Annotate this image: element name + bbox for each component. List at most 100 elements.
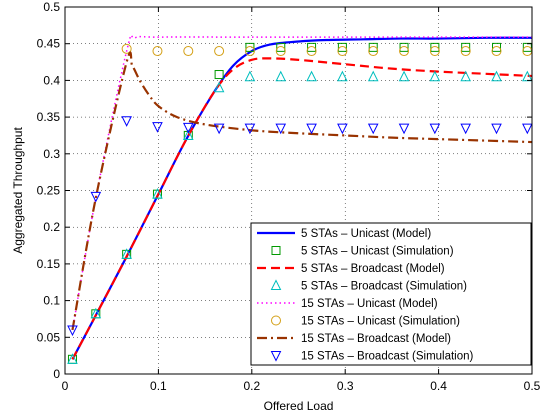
legend-label: 5 STAs – Unicast (Simulation)	[301, 246, 454, 258]
data-point-triangle-down	[429, 123, 441, 135]
data-point-triangle-up	[121, 248, 132, 259]
data-point-triangle-down	[67, 325, 78, 337]
series-line	[71, 34, 532, 331]
x-tick-label: 0.3	[337, 379, 354, 393]
y-tick-label: 0.5	[43, 0, 60, 14]
legend-entry: 15 STAs – Unicast (Model)	[257, 298, 438, 310]
data-point-square	[368, 42, 378, 52]
data-point-circle	[399, 46, 410, 57]
data-point-triangle-up	[270, 279, 282, 290]
legend-label: 15 STAs – Broadcast (Simulation)	[301, 351, 474, 363]
series-3	[71, 57, 533, 360]
y-tick-label: 0.45	[37, 37, 61, 51]
y-tick-label: 0.2	[43, 220, 60, 234]
y-tick-label: 0.3	[43, 147, 60, 161]
data-point-circle	[337, 46, 348, 57]
data-point-triangle-down	[270, 351, 282, 362]
data-point-circle	[460, 46, 471, 57]
legend-entry: 5 STAs – Unicast (Simulation)	[271, 246, 454, 258]
data-point-triangle-up	[275, 70, 287, 82]
series-line	[71, 57, 533, 360]
data-point-triangle-down	[244, 123, 256, 135]
data-point-triangle-down	[152, 122, 163, 133]
data-point-triangle-down	[275, 123, 287, 135]
data-point-circle	[306, 46, 317, 57]
data-point-triangle-down	[121, 116, 132, 127]
data-point-triangle-down	[460, 123, 471, 135]
data-point-circle	[275, 46, 286, 57]
data-point-triangle-up	[182, 129, 194, 140]
data-point-triangle-up	[67, 353, 78, 364]
x-tick-label: 0	[62, 379, 69, 393]
x-tick-label: 0.5	[524, 379, 541, 393]
data-point-circle	[368, 46, 379, 57]
data-point-triangle-up	[429, 70, 441, 82]
x-tick-label: 0.4	[430, 379, 447, 393]
legend: 5 STAs – Unicast (Model) 5 STAs – Unicast…	[250, 222, 532, 366]
data-point-circle	[491, 46, 502, 57]
data-point-square	[337, 42, 347, 52]
legend-entry: 5 STAs – Unicast (Model)	[257, 228, 431, 240]
data-point-circle	[152, 46, 163, 57]
data-point-triangle-up	[491, 70, 502, 82]
data-point-circle	[244, 46, 255, 57]
data-point-triangle-up	[152, 188, 163, 199]
data-point-square	[245, 42, 255, 52]
data-point-square	[461, 42, 471, 52]
data-point-triangle-down	[491, 123, 502, 135]
legend-entry: 5 STAs – Broadcast (Simulation)	[270, 279, 467, 293]
data-point-square	[492, 42, 502, 52]
ticks: 0 0.1 0.2 0.3 0.4 0.5 0 0.05 0.1 0.15 0.2 0.25 0.3 0.…	[37, 0, 541, 393]
y-tick-label: 0.4	[43, 73, 60, 87]
legend-label: 15 STAs – Unicast (Model)	[301, 298, 438, 310]
data-point-triangle-up	[460, 70, 471, 82]
y-tick-label: 0.25	[37, 184, 61, 198]
legend-entry: 5 STAs – Broadcast (Model)	[257, 263, 445, 275]
data-point-triangle-down	[306, 123, 317, 135]
data-point-triangle-down	[398, 123, 410, 135]
y-tick-label: 0.05	[37, 330, 61, 344]
legend-box	[250, 222, 532, 366]
y-tick-label: 0	[53, 367, 60, 381]
data-point-square	[399, 42, 409, 52]
data-point-square	[214, 70, 224, 80]
data-point-triangle-up	[244, 70, 256, 82]
legend-entry: 15 STAs – Broadcast (Simulation)	[270, 351, 474, 363]
data-point-circle	[121, 43, 132, 54]
data-point-circle	[183, 46, 194, 57]
data-point-triangle-up	[213, 81, 225, 93]
data-point-triangle-down	[522, 123, 533, 135]
data-point-square	[276, 42, 286, 52]
data-point-triangle-down	[337, 123, 348, 135]
series-8	[67, 116, 533, 337]
data-point-triangle-down	[182, 122, 194, 134]
data-point-square	[430, 42, 440, 52]
y-tick-label: 0.1	[43, 294, 60, 308]
legend-label: 5 STAs – Broadcast (Model)	[301, 263, 445, 275]
data-point-square	[271, 246, 281, 255]
data-point-circle	[271, 315, 281, 326]
legend-entry: 15 STAs – Broadcast (Model)	[257, 333, 451, 345]
legend-label: 15 STAs – Broadcast (Model)	[301, 333, 451, 345]
data-point-triangle-up	[367, 70, 379, 82]
data-point-triangle-up	[90, 307, 102, 319]
data-point-triangle-up	[337, 70, 348, 82]
y-tick-label: 0.35	[37, 110, 61, 124]
legend-label: 5 STAs – Broadcast (Simulation)	[301, 281, 467, 293]
x-tick-label: 0.1	[150, 379, 167, 393]
data-point-triangle-up	[306, 70, 317, 82]
y-axis-label: Aggregated Throughput	[11, 127, 25, 254]
series-layer	[67, 34, 533, 364]
data-point-circle	[214, 46, 225, 57]
data-point-triangle-down	[90, 191, 102, 203]
series-5	[71, 34, 532, 331]
legend-label: 5 STAs – Unicast (Model)	[301, 228, 431, 240]
series-line	[71, 51, 533, 331]
data-point-triangle-up	[398, 70, 410, 82]
data-point-square	[307, 42, 317, 52]
data-point-triangle-down	[213, 123, 225, 135]
legend-entry: 15 STAs – Unicast (Simulation)	[271, 315, 460, 328]
x-tick-label: 0.2	[243, 379, 260, 393]
legend-label: 15 STAs – Unicast (Simulation)	[301, 316, 460, 328]
